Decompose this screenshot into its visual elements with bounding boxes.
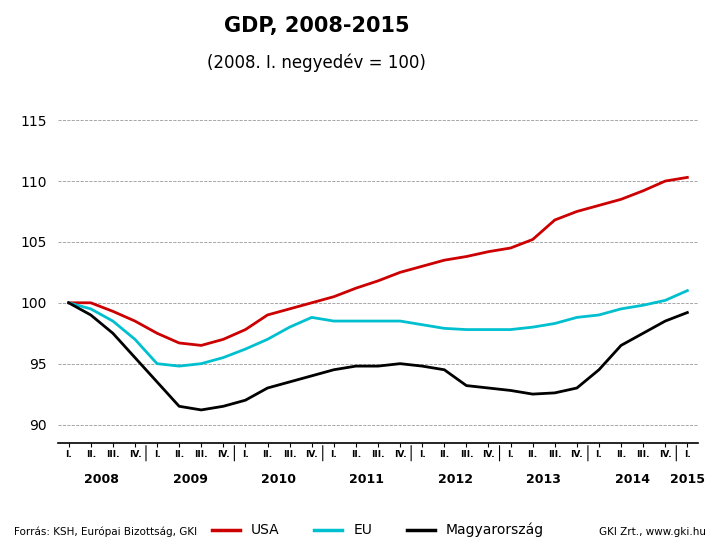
Text: GDP, 2008-2015: GDP, 2008-2015 [224,16,410,36]
Text: (2008. I. negyedév = 100): (2008. I. negyedév = 100) [207,54,426,72]
Text: 2011: 2011 [349,474,384,487]
Text: Forrás: KSH, Európai Bizottság, GKI: Forrás: KSH, Európai Bizottság, GKI [14,527,197,537]
Legend: USA, EU, Magyarország: USA, EU, Magyarország [207,517,549,540]
Text: GKI Zrt., www.gki.hu: GKI Zrt., www.gki.hu [598,527,706,537]
Text: 2015: 2015 [670,474,705,487]
Text: 2014: 2014 [615,474,649,487]
Text: 2010: 2010 [261,474,296,487]
Text: 2008: 2008 [84,474,120,487]
Text: 2013: 2013 [526,474,561,487]
Text: 2012: 2012 [438,474,473,487]
Text: 2009: 2009 [173,474,207,487]
